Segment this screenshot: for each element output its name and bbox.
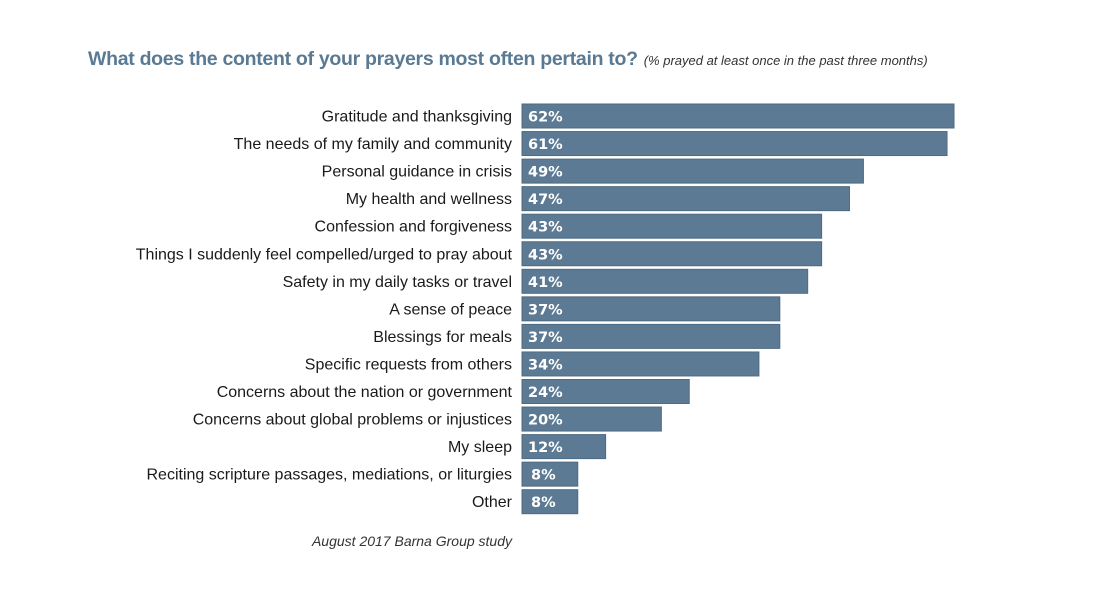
value-label: 61% bbox=[528, 137, 563, 153]
bar-row: Blessings for meals 37% bbox=[373, 323, 781, 349]
value-label: 12% bbox=[528, 440, 563, 456]
bar-row: Other 8% bbox=[472, 489, 579, 515]
chart-title-row: What does the content of your prayers mo… bbox=[88, 48, 928, 71]
bar-row: Gratitude and thanksgiving 62% bbox=[322, 103, 955, 129]
bar-row: Specific requests from others 34% bbox=[305, 351, 760, 377]
category-label: My sleep bbox=[448, 439, 512, 456]
category-label: Concerns about global problems or injust… bbox=[193, 412, 512, 429]
category-label: Other bbox=[472, 494, 513, 511]
value-label: 49% bbox=[528, 165, 563, 181]
bar bbox=[521, 241, 823, 267]
bar bbox=[521, 489, 579, 515]
category-label: Safety in my daily tasks or travel bbox=[283, 274, 512, 291]
bar-row: Concerns about global problems or injust… bbox=[193, 406, 662, 432]
category-label: The needs of my family and community bbox=[234, 136, 512, 153]
bar bbox=[521, 131, 948, 157]
bar-row: Safety in my daily tasks or travel 41% bbox=[283, 268, 809, 294]
value-label: 62% bbox=[528, 110, 563, 126]
bar-row: My health and wellness 47% bbox=[346, 186, 850, 212]
bar bbox=[521, 434, 607, 460]
bar-row: A sense of peace 37% bbox=[389, 296, 781, 322]
category-label: Things I suddenly feel compelled/urged t… bbox=[136, 246, 513, 263]
category-label: Reciting scripture passages, mediations,… bbox=[147, 467, 513, 484]
bar-row: Personal guidance in crisis 49% bbox=[322, 158, 864, 184]
chart-title: What does the content of your prayers mo… bbox=[88, 48, 638, 70]
bar-row: Things I suddenly feel compelled/urged t… bbox=[136, 241, 823, 267]
bar-row: Concerns about the nation or government 2… bbox=[217, 379, 690, 404]
bar bbox=[521, 323, 781, 349]
bar bbox=[521, 296, 781, 322]
value-label: 37% bbox=[528, 330, 563, 346]
value-label: 20% bbox=[528, 413, 563, 429]
bar bbox=[521, 268, 809, 294]
value-label: 34% bbox=[528, 357, 563, 373]
category-label: Concerns about the nation or government bbox=[217, 384, 513, 401]
category-label: A sense of peace bbox=[389, 301, 512, 318]
value-label: 47% bbox=[528, 192, 563, 208]
bar bbox=[521, 461, 579, 487]
bar bbox=[521, 158, 864, 184]
value-label: 37% bbox=[528, 302, 563, 318]
value-label: 43% bbox=[528, 220, 563, 236]
bar bbox=[521, 213, 823, 239]
value-label: 8% bbox=[531, 495, 556, 511]
bar bbox=[521, 186, 850, 212]
bar bbox=[521, 406, 662, 432]
category-label: Gratitude and thanksgiving bbox=[322, 109, 512, 126]
category-label: Confession and forgiveness bbox=[315, 219, 512, 236]
category-label: Personal guidance in crisis bbox=[322, 164, 512, 181]
value-label: 8% bbox=[531, 468, 556, 484]
value-label: 24% bbox=[528, 385, 563, 401]
bar-row: Confession and forgiveness 43% bbox=[315, 213, 823, 239]
bar-row: The needs of my family and community 61% bbox=[234, 131, 948, 157]
category-label: Blessings for meals bbox=[373, 329, 512, 346]
category-label: Specific requests from others bbox=[305, 356, 512, 373]
bar bbox=[521, 351, 760, 377]
bar bbox=[521, 103, 955, 129]
bar bbox=[521, 379, 690, 404]
bar-row: My sleep 12% bbox=[448, 434, 607, 460]
source-note: August 2017 Barna Group study bbox=[311, 533, 512, 549]
value-label: 41% bbox=[528, 275, 563, 291]
bar-row: Reciting scripture passages, mediations,… bbox=[147, 461, 579, 487]
value-label: 43% bbox=[528, 247, 563, 263]
chart-subtitle: (% prayed at least once in the past thre… bbox=[643, 53, 928, 68]
category-label: My health and wellness bbox=[346, 191, 512, 208]
